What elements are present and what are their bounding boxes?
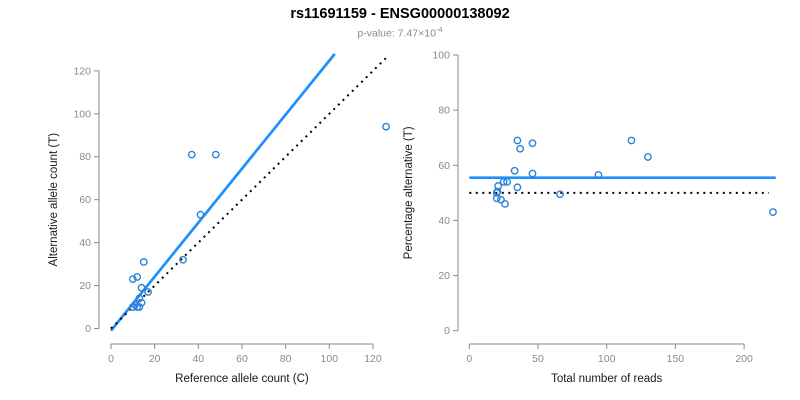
data-point xyxy=(135,294,144,303)
y-axis-title: Alternative allele count (T) xyxy=(48,133,60,267)
x-axis-tick-label: 0 xyxy=(108,353,114,365)
y-axis-tick-label: 20 xyxy=(438,270,450,282)
data-point xyxy=(528,139,537,148)
data-point xyxy=(528,169,537,178)
data-point xyxy=(139,258,148,266)
x-axis-tick-label: 200 xyxy=(735,353,753,365)
data-point xyxy=(513,183,522,192)
y-axis-tick-label: 80 xyxy=(79,151,91,163)
y-axis-tick-label: 40 xyxy=(79,237,91,249)
x-axis-tick-label: 50 xyxy=(532,353,544,365)
data-point xyxy=(133,273,142,281)
x-axis-tick-label: 0 xyxy=(466,353,472,365)
x-axis-tick-label: 20 xyxy=(149,353,161,365)
data-point xyxy=(144,288,153,296)
data-point xyxy=(499,177,508,186)
pvalue-exponent: -4 xyxy=(435,25,443,34)
data-point xyxy=(131,300,139,309)
x-axis-tick-label: 120 xyxy=(364,353,382,365)
data-point xyxy=(135,303,144,311)
x-axis-tick-label: 80 xyxy=(280,353,292,365)
data-point xyxy=(769,208,777,217)
x-axis-tick-label: 100 xyxy=(321,353,339,365)
data-point xyxy=(556,190,564,199)
x-axis-tick-label: 40 xyxy=(192,353,204,365)
data-point xyxy=(128,275,137,284)
regression-line xyxy=(109,53,336,332)
data-point xyxy=(644,153,652,161)
data-point xyxy=(196,210,205,219)
data-point xyxy=(494,182,503,190)
y-axis-tick-label: 0 xyxy=(85,323,91,335)
y-axis-tick-label: 20 xyxy=(79,280,91,292)
y-axis-tick-label: 0 xyxy=(444,325,450,337)
y-axis-tick-label: 100 xyxy=(73,108,91,120)
data-point xyxy=(503,177,511,186)
x-axis-tick-label: 60 xyxy=(236,353,248,365)
data-point xyxy=(187,150,196,159)
x-axis-title: Total number of reads xyxy=(551,373,662,385)
data-point xyxy=(137,283,146,292)
y-axis-tick-label: 100 xyxy=(432,50,450,62)
data-point xyxy=(211,150,220,159)
x-axis-title: Reference allele count (C) xyxy=(175,373,309,385)
pvalue-text: p-value: 7.47×10 xyxy=(357,27,436,40)
data-point xyxy=(382,122,390,131)
data-point xyxy=(179,255,187,264)
data-point xyxy=(627,136,636,145)
data-point xyxy=(513,136,522,145)
y-axis-tick-label: 80 xyxy=(438,105,450,117)
data-point xyxy=(492,194,501,203)
x-axis-tick-label: 100 xyxy=(598,353,616,365)
y-axis-tick-label: 120 xyxy=(73,65,91,77)
y-axis-tick-label: 40 xyxy=(438,215,450,227)
figure-title: rs11691159 - ENSG00000138092 xyxy=(290,6,510,22)
data-point xyxy=(497,195,505,204)
figure-subtitle: p-value: 7.47×10-4 xyxy=(0,25,800,40)
data-point xyxy=(137,298,146,307)
data-point xyxy=(594,171,603,179)
identity-line xyxy=(110,56,388,330)
y-axis-tick-label: 60 xyxy=(79,194,91,206)
data-point xyxy=(510,166,519,175)
x-axis-tick-label: 150 xyxy=(667,353,685,365)
data-point xyxy=(501,199,509,208)
y-axis-title: Percentage alternative (T) xyxy=(403,126,415,259)
y-axis-tick-label: 60 xyxy=(438,160,450,172)
data-point xyxy=(516,144,525,153)
